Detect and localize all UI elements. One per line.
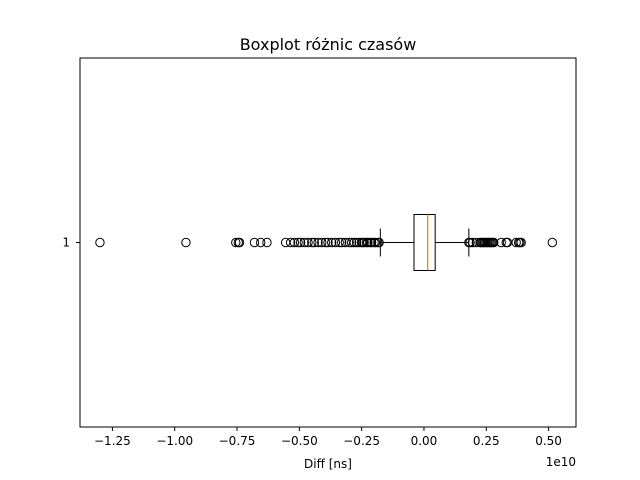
outlier-point [330, 237, 341, 248]
outlier-point [547, 237, 558, 248]
x-tick-label: 0.25 [473, 434, 500, 448]
x-tick-label: −0.75 [219, 434, 256, 448]
outlier-point [323, 237, 333, 248]
x-tick-label: 0.00 [411, 434, 438, 448]
outlier-point [516, 237, 526, 248]
outlier-point [344, 237, 354, 248]
outlier-point [363, 237, 373, 248]
outlier-point [496, 237, 506, 248]
outlier-point [303, 237, 313, 248]
outlier-point [307, 237, 317, 248]
outlier-point [320, 237, 331, 248]
x-tick-label: −1.00 [156, 434, 193, 448]
outlier-point [366, 237, 377, 248]
outlier-point [95, 237, 105, 248]
outlier-point [489, 237, 499, 248]
outlier-point [313, 237, 323, 248]
outlier-point [249, 237, 260, 248]
x-tick-label: −1.25 [94, 434, 131, 448]
outlier-point [359, 237, 369, 248]
x-axis-ticks: −1.25 −1.00 −0.75 −0.50 −0.25 0.00 0.25 0.50 [94, 427, 562, 448]
outlier-point [511, 237, 521, 248]
x-axis-offset-label: 1e10 [546, 455, 576, 469]
outlier-point [295, 237, 306, 248]
outlier-point [351, 237, 362, 248]
outlier-point [285, 237, 296, 248]
outlier-point [309, 237, 319, 248]
outlier-point [317, 237, 327, 248]
outlier-point [262, 237, 272, 248]
x-tick-label: −0.25 [343, 434, 380, 448]
outlier-point [374, 237, 384, 248]
outlier-point [370, 237, 381, 248]
outlier-point [181, 237, 191, 248]
outlier-point [256, 237, 266, 248]
x-tick-label: 0.50 [535, 434, 562, 448]
outlier-point [293, 237, 303, 248]
boxplot-marks [95, 214, 558, 271]
outlier-point [346, 237, 357, 248]
outlier-point [299, 237, 310, 248]
outlier-point [337, 237, 347, 248]
outlier-point [231, 237, 241, 248]
x-axis-label: Diff [ns] [304, 457, 352, 471]
outlier-point [289, 237, 300, 248]
outlier-point [327, 237, 337, 248]
iqr-box [413, 214, 436, 271]
outlier-point [465, 237, 475, 248]
y-tick-label: 1 [62, 236, 70, 250]
outlier-point [334, 237, 344, 248]
outlier-point [234, 237, 245, 248]
y-axis-ticks: 1 [62, 236, 80, 250]
x-tick-label: −0.50 [281, 434, 318, 448]
chart-title: Boxplot różnic czasów [240, 35, 417, 54]
